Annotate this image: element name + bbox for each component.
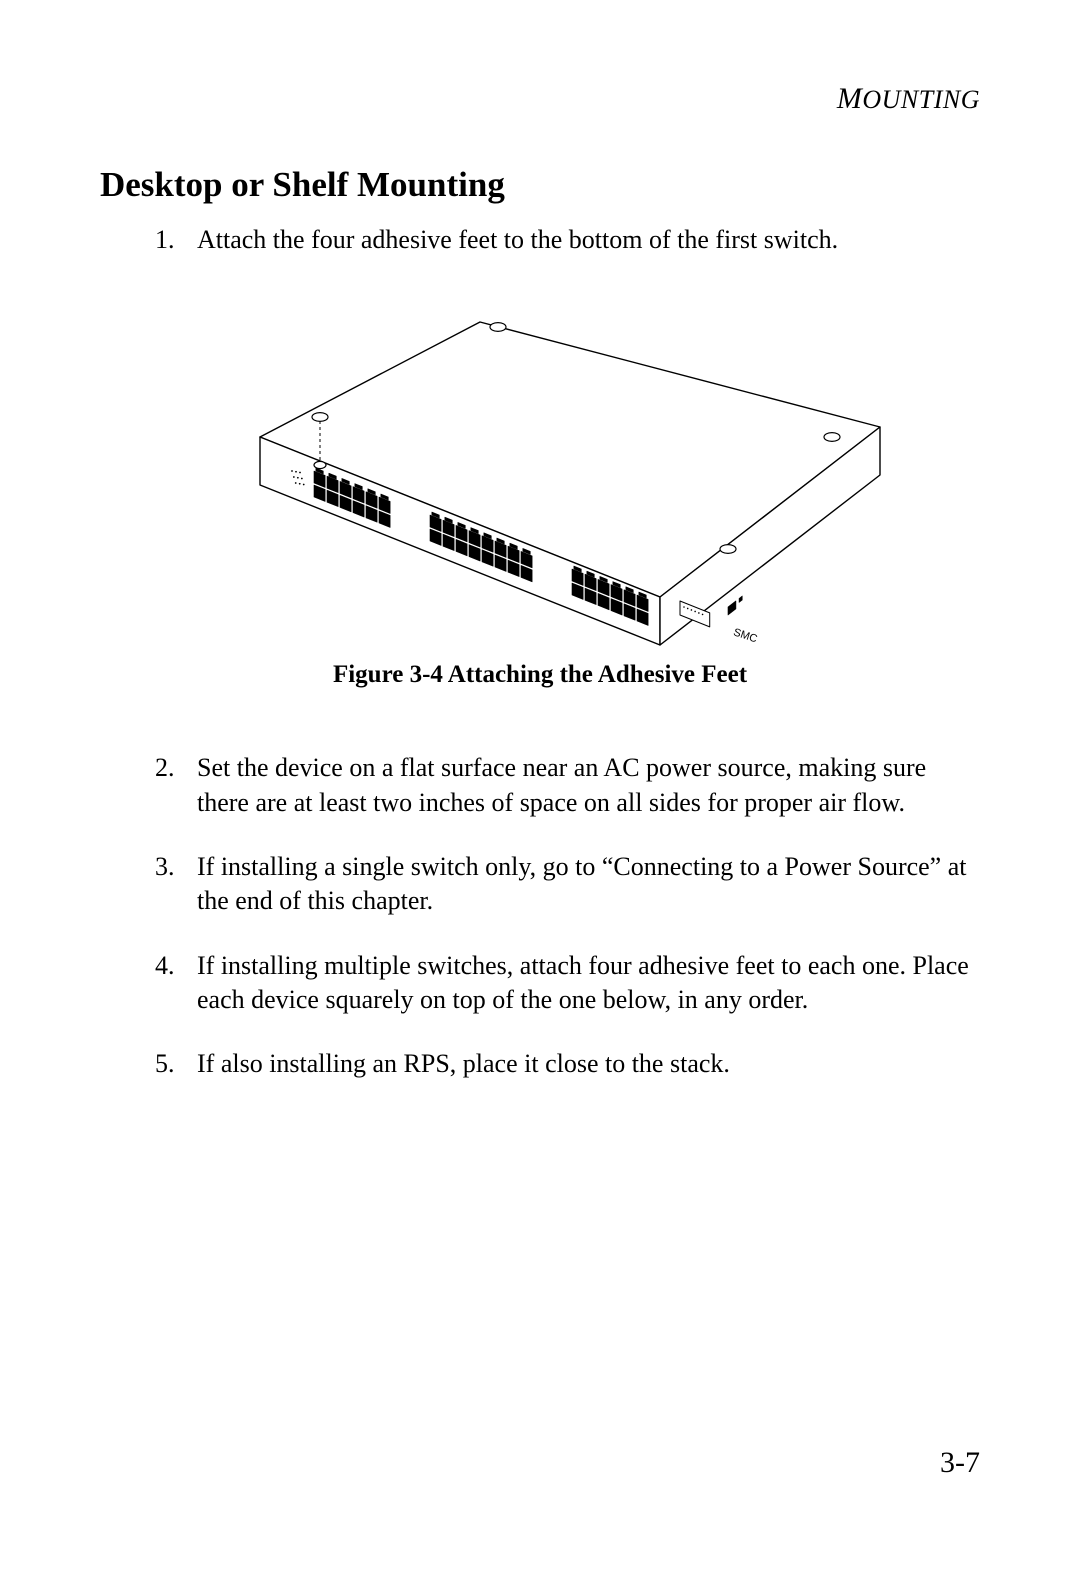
list-item: 2. Set the device on a flat surface near… xyxy=(155,751,980,820)
page-number: 3-7 xyxy=(940,1446,980,1480)
device-diagram: SMC xyxy=(180,287,900,647)
running-head-rest: OUNTING xyxy=(862,85,980,114)
step-number: 2. xyxy=(155,751,197,820)
list-item: 5. If also installing an RPS, place it c… xyxy=(155,1047,980,1081)
running-head: MOUNTING xyxy=(837,82,980,116)
section-title: Desktop or Shelf Mounting xyxy=(100,165,980,205)
step-text: If also installing an RPS, place it clos… xyxy=(197,1047,980,1081)
step-list: 1. Attach the four adhesive feet to the … xyxy=(100,223,980,257)
step-number: 1. xyxy=(155,223,197,257)
figure-caption: Figure 3-4 Attaching the Adhesive Feet xyxy=(333,661,747,689)
list-item: 1. Attach the four adhesive feet to the … xyxy=(155,223,980,257)
page: MOUNTING Desktop or Shelf Mounting 1. At… xyxy=(0,0,1080,1570)
list-item: 4. If installing multiple switches, atta… xyxy=(155,949,980,1018)
running-head-cap: M xyxy=(837,82,863,115)
step-text: Attach the four adhesive feet to the bot… xyxy=(197,223,980,257)
step-number: 4. xyxy=(155,949,197,1018)
list-item: 3. If installing a single switch only, g… xyxy=(155,850,980,919)
step-list-cont: 2. Set the device on a flat surface near… xyxy=(100,751,980,1081)
step-text: Set the device on a flat surface near an… xyxy=(197,751,980,820)
step-number: 5. xyxy=(155,1047,197,1081)
svg-text:SMC: SMC xyxy=(732,627,759,646)
step-text: If installing multiple switches, attach … xyxy=(197,949,980,1018)
figure: SMC Figure 3-4 Attaching the Adhesive Fe… xyxy=(100,287,980,735)
step-text: If installing a single switch only, go t… xyxy=(197,850,980,919)
step-number: 3. xyxy=(155,850,197,919)
